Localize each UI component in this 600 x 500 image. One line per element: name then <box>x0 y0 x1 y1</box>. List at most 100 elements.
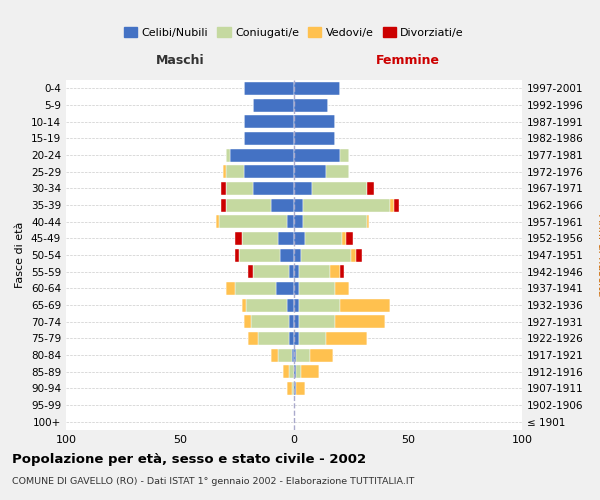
Bar <box>253 265 289 278</box>
Bar <box>283 365 289 378</box>
Bar <box>294 348 296 362</box>
Bar <box>335 315 385 328</box>
Bar <box>244 315 251 328</box>
Bar <box>294 365 296 378</box>
Bar <box>335 282 349 295</box>
Bar <box>340 298 390 312</box>
Bar <box>294 282 299 295</box>
Bar <box>303 198 390 211</box>
Bar <box>312 182 367 195</box>
Bar <box>278 348 292 362</box>
Text: Femmine: Femmine <box>376 54 440 66</box>
Bar <box>278 232 294 245</box>
Bar <box>294 82 340 95</box>
Bar <box>287 215 294 228</box>
Bar <box>246 298 287 312</box>
Bar <box>235 248 239 262</box>
Bar <box>331 265 340 278</box>
Bar <box>280 248 294 262</box>
Bar <box>294 148 340 162</box>
Bar <box>276 282 294 295</box>
Bar <box>226 282 235 295</box>
Bar <box>296 348 310 362</box>
Bar <box>294 315 299 328</box>
Bar <box>296 365 301 378</box>
Bar <box>294 132 335 145</box>
Bar <box>244 82 294 95</box>
Bar <box>271 348 278 362</box>
Bar <box>294 115 335 128</box>
Bar <box>351 248 356 262</box>
Bar <box>294 198 303 211</box>
Bar <box>294 265 299 278</box>
Bar <box>289 365 294 378</box>
Bar <box>326 165 349 178</box>
Bar <box>226 182 253 195</box>
Bar <box>299 265 331 278</box>
Bar <box>294 182 312 195</box>
Bar <box>294 248 301 262</box>
Bar <box>271 198 294 211</box>
Bar <box>296 382 305 395</box>
Bar <box>235 232 242 245</box>
Bar <box>305 232 342 245</box>
Bar <box>294 165 326 178</box>
Bar <box>292 348 294 362</box>
Bar <box>289 315 294 328</box>
Bar <box>257 332 289 345</box>
Bar <box>342 232 346 245</box>
Bar <box>299 282 335 295</box>
Bar <box>367 215 369 228</box>
Bar <box>394 198 399 211</box>
Bar <box>346 232 353 245</box>
Bar <box>367 182 374 195</box>
Bar <box>226 198 271 211</box>
Bar <box>294 332 299 345</box>
Bar <box>299 298 340 312</box>
Bar <box>294 382 296 395</box>
Bar <box>248 265 253 278</box>
Legend: Celibi/Nubili, Coniugati/e, Vedovi/e, Divorziati/e: Celibi/Nubili, Coniugati/e, Vedovi/e, Di… <box>119 22 469 42</box>
Bar <box>223 165 226 178</box>
Bar <box>242 298 246 312</box>
Bar <box>299 332 326 345</box>
Bar <box>294 232 305 245</box>
Bar <box>294 215 303 228</box>
Bar <box>217 215 219 228</box>
Bar <box>303 215 367 228</box>
Bar <box>244 165 294 178</box>
Bar <box>226 165 244 178</box>
Bar <box>390 198 394 211</box>
Bar <box>301 248 351 262</box>
Bar <box>248 332 257 345</box>
Bar <box>239 248 280 262</box>
Bar <box>356 248 362 262</box>
Y-axis label: Fasce di età: Fasce di età <box>16 222 25 288</box>
Bar <box>289 332 294 345</box>
Bar <box>219 215 287 228</box>
Bar <box>340 265 344 278</box>
Bar <box>226 148 230 162</box>
Bar <box>301 365 319 378</box>
Bar <box>340 148 349 162</box>
Bar <box>326 332 367 345</box>
Bar <box>251 315 289 328</box>
Bar <box>294 98 328 112</box>
Bar <box>287 382 292 395</box>
Bar <box>310 348 333 362</box>
Bar <box>235 282 276 295</box>
Bar <box>287 298 294 312</box>
Bar <box>244 132 294 145</box>
Text: COMUNE DI GAVELLO (RO) - Dati ISTAT 1° gennaio 2002 - Elaborazione TUTTITALIA.IT: COMUNE DI GAVELLO (RO) - Dati ISTAT 1° g… <box>12 478 415 486</box>
Bar <box>299 315 335 328</box>
Bar <box>292 382 294 395</box>
Y-axis label: Anni di nascita: Anni di nascita <box>596 214 600 296</box>
Bar <box>244 115 294 128</box>
Bar <box>289 265 294 278</box>
Bar <box>294 298 299 312</box>
Bar <box>221 198 226 211</box>
Bar <box>253 98 294 112</box>
Text: Maschi: Maschi <box>155 54 205 66</box>
Bar <box>253 182 294 195</box>
Bar <box>230 148 294 162</box>
